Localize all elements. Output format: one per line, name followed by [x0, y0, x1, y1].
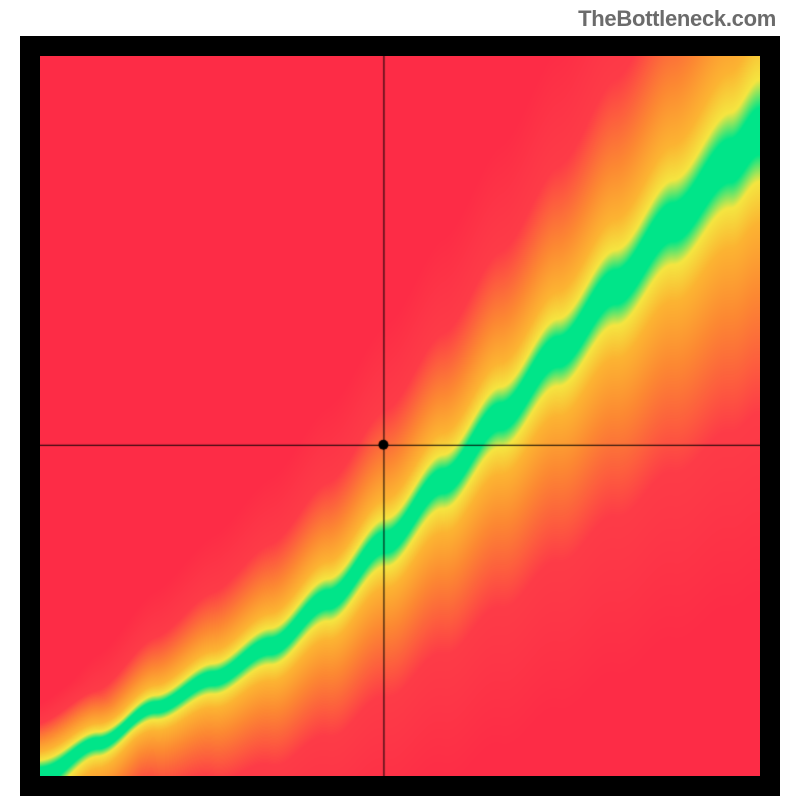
- plot-frame: [20, 36, 780, 796]
- watermark-text: TheBottleneck.com: [578, 6, 776, 32]
- heatmap-canvas: [40, 56, 760, 776]
- plot-area: [40, 56, 760, 776]
